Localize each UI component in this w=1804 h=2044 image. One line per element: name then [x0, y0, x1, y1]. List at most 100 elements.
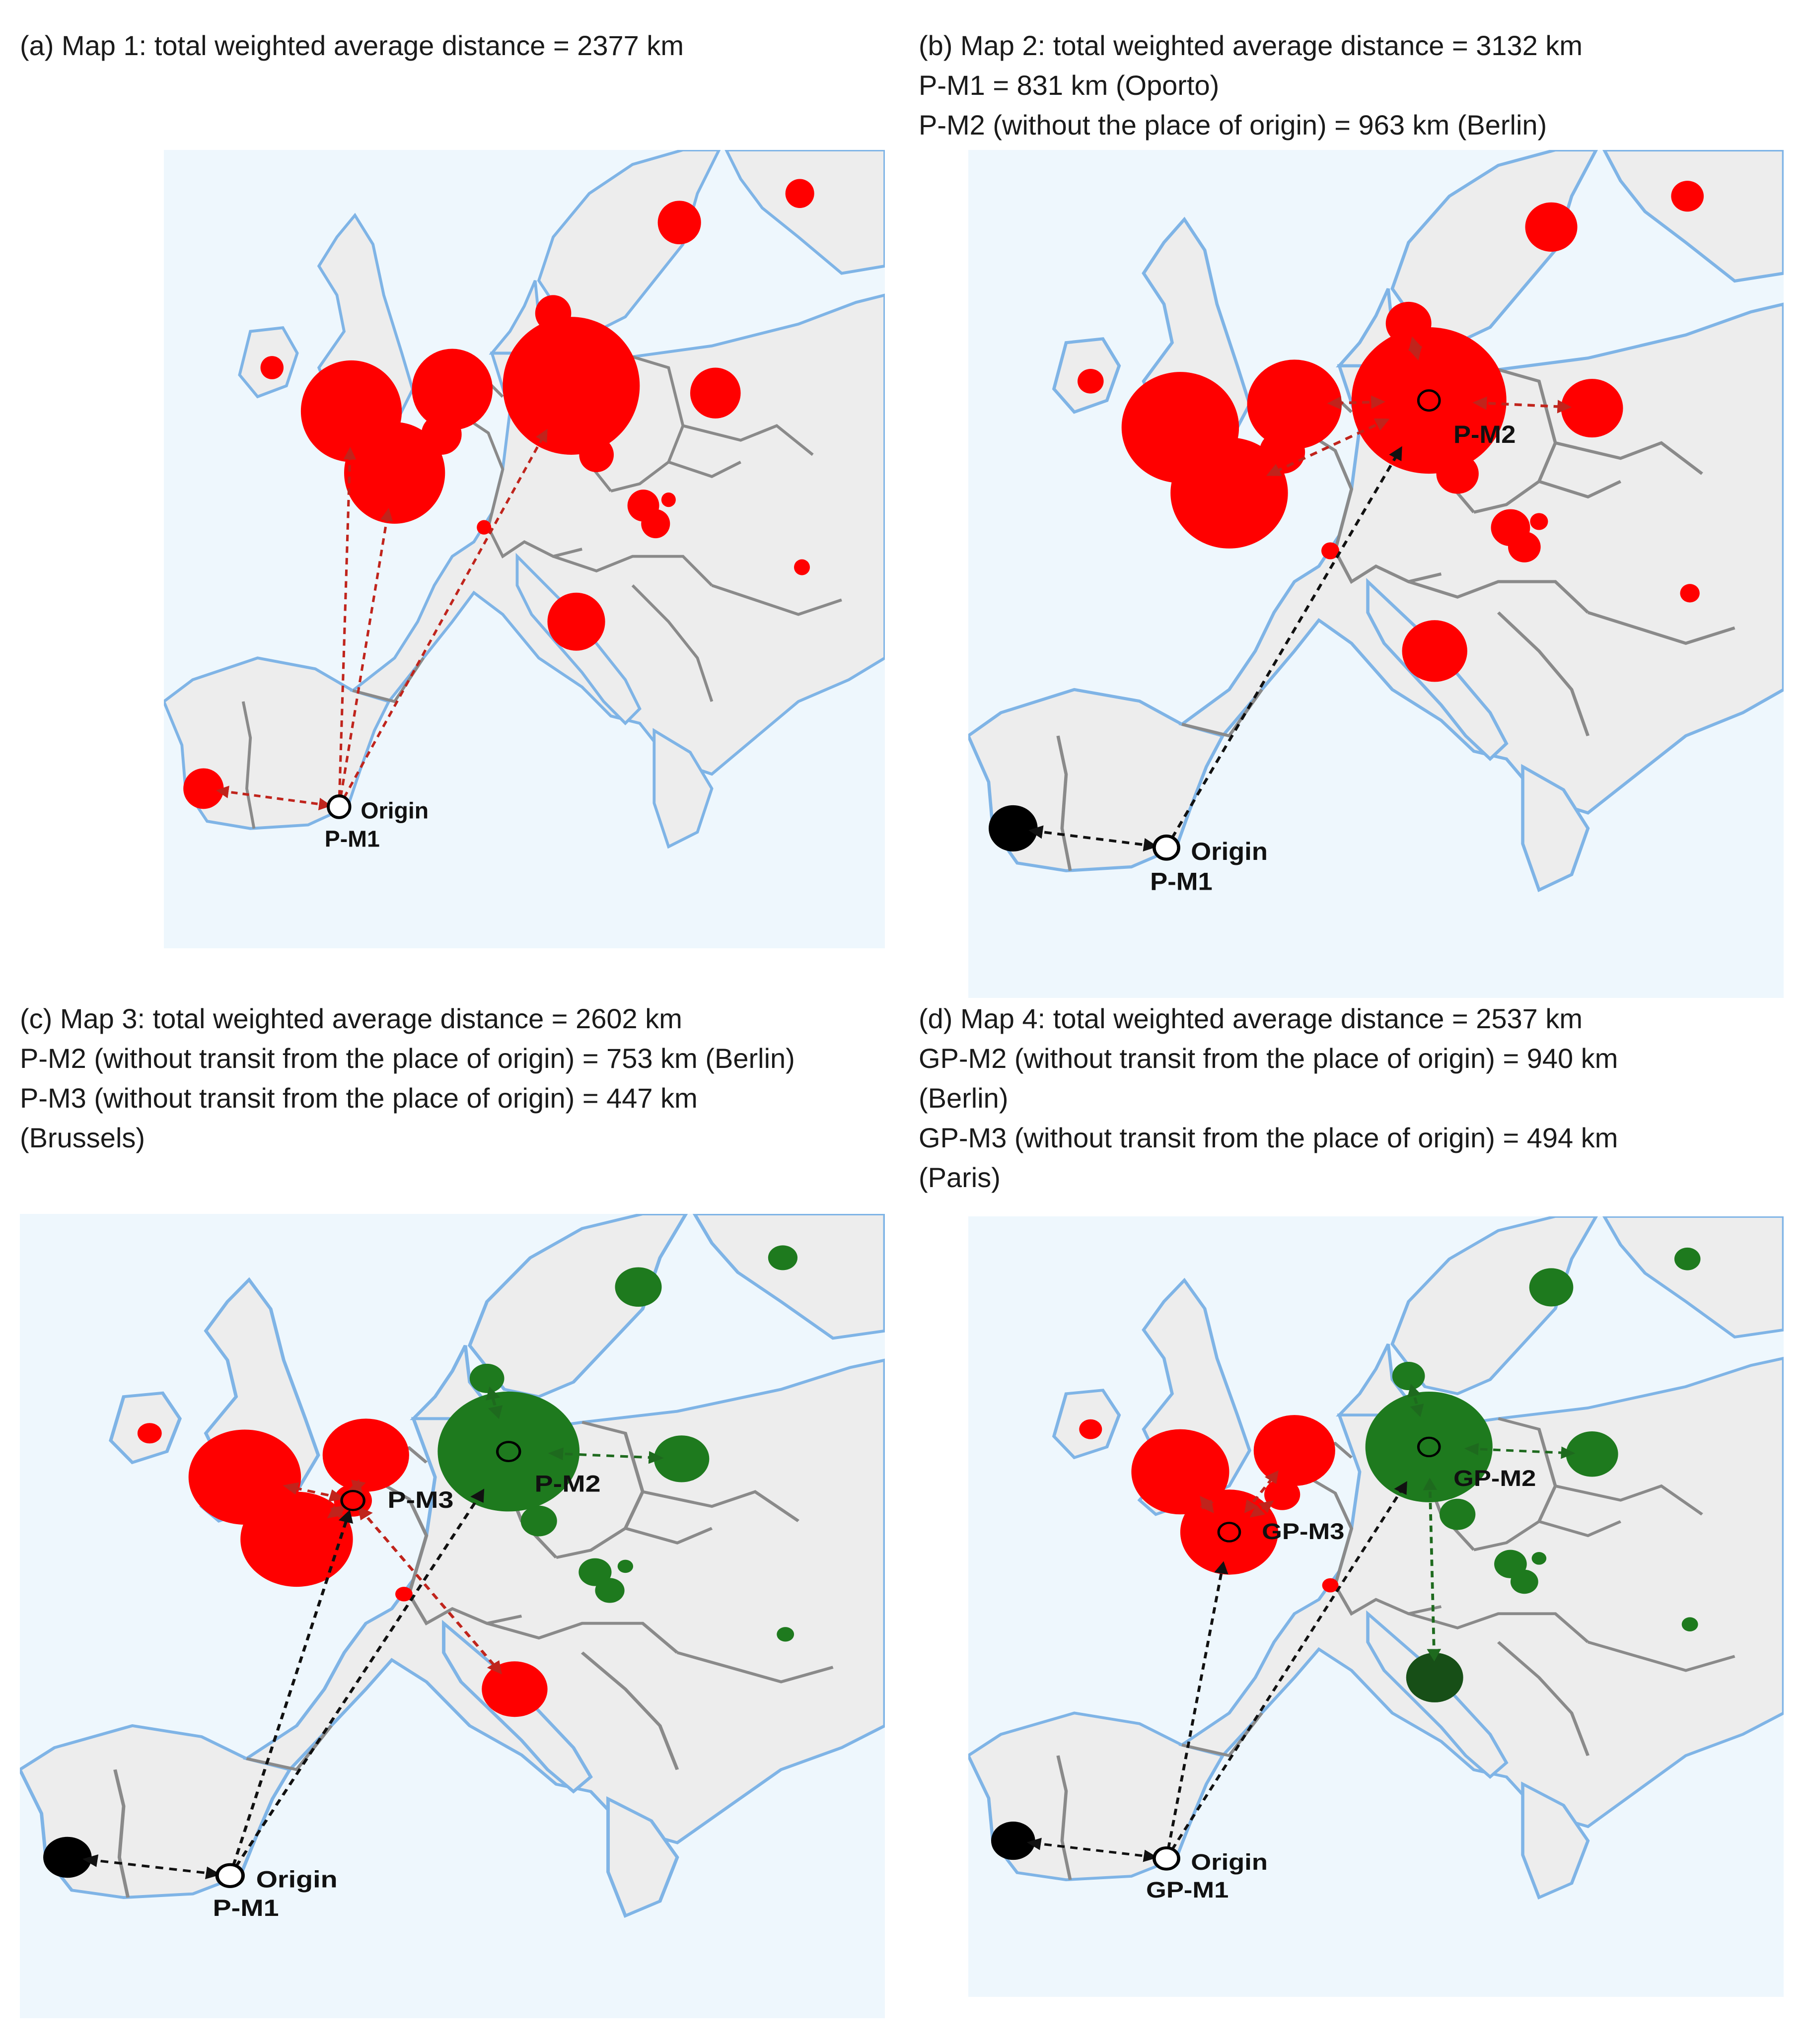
- caption-b: (b) Map 2: total weighted average distan…: [919, 26, 1583, 145]
- method-label: P-M1: [1150, 868, 1213, 895]
- country-border: [466, 417, 505, 528]
- country-border: [553, 555, 713, 587]
- route-arrow: [1244, 1470, 1279, 1513]
- route-arrow: [82, 1854, 221, 1880]
- country-border: [1555, 1484, 1703, 1516]
- land-mass: [692, 1214, 885, 1340]
- route-arrow: [1408, 336, 1423, 361]
- country-border: [676, 1651, 834, 1684]
- city-marker-brussels: [421, 414, 462, 455]
- city-marker-warsaw: [653, 1435, 710, 1482]
- map-panel-b: Origin P-M1 P-M2: [968, 150, 1784, 998]
- city-marker-stockholm: [657, 201, 701, 245]
- country-border: [487, 526, 582, 559]
- route-arrow: [1200, 1495, 1214, 1514]
- city-marker-bratislava: [617, 1559, 634, 1573]
- city-marker-dublin: [260, 356, 284, 379]
- caption-line: P-M2 (without the place of origin) = 963…: [919, 109, 1547, 141]
- city-marker-bratislava: [661, 492, 676, 507]
- country-border: [1497, 1641, 1590, 1757]
- route-arrow: [1249, 1500, 1274, 1518]
- route-arrow: [358, 1506, 502, 1675]
- city-marker-prague: [579, 437, 614, 473]
- city-marker-copenhagen: [1392, 1361, 1425, 1391]
- city-marker-vienna: [578, 1558, 612, 1586]
- origin-marker: [215, 1863, 245, 1888]
- city-marker-geneva: [1321, 542, 1340, 560]
- hub-ring: [496, 1441, 521, 1462]
- land-mass: [1521, 1781, 1590, 1900]
- country-border: [1408, 580, 1589, 614]
- city-marker-berlin: [1365, 1391, 1493, 1502]
- route-arrow: [1266, 418, 1390, 476]
- route-arrow: [1423, 1478, 1442, 1662]
- hub-ring: [1417, 389, 1441, 412]
- route-arrow: [1170, 446, 1402, 839]
- caption-line: (Berlin): [919, 1082, 1009, 1114]
- city-marker-bucharest: [794, 559, 810, 575]
- route-arrow: [548, 1447, 664, 1464]
- city-marker-dublin: [1079, 1419, 1102, 1439]
- map-svg-b: Origin P-M1 P-M2: [968, 150, 1784, 895]
- country-border: [631, 584, 714, 702]
- origin-marker: [1153, 834, 1180, 861]
- city-marker-bucharest: [1680, 584, 1700, 603]
- city-marker-prague: [1440, 1498, 1476, 1530]
- caption-line: (b) Map 2: total weighted average distan…: [919, 30, 1583, 61]
- city-marker-prague: [520, 1505, 557, 1537]
- land-mass: [1602, 1216, 1784, 1339]
- city-marker-bucharest: [777, 1627, 794, 1642]
- method-label: P-M1: [213, 1895, 279, 1921]
- country-border: [711, 584, 842, 616]
- map-panel-c: Origin P-M1 P-M2 P-M3: [20, 1214, 885, 2018]
- city-marker-dublin: [1078, 368, 1104, 394]
- city-marker-rome: [1406, 1652, 1463, 1702]
- country-border: [580, 1651, 679, 1770]
- hub-ring: [1417, 1436, 1441, 1458]
- city-marker-bucharest: [1681, 1617, 1698, 1632]
- city-marker-paris: [344, 422, 445, 524]
- caption-line: (Paris): [919, 1162, 1001, 1193]
- route-arrow: [486, 1386, 503, 1419]
- hub-ring: [1217, 1522, 1241, 1543]
- city-marker-london: [1131, 1429, 1229, 1515]
- city-marker-brussels: [1259, 430, 1305, 474]
- city-marker-helsinki: [768, 1245, 798, 1270]
- hub-ring: [340, 1489, 365, 1511]
- map-panel-a: Origin P-M1: [164, 150, 885, 948]
- caption-line: GP-M3 (without transit from the place of…: [919, 1122, 1618, 1153]
- caption-line: (Brussels): [20, 1122, 145, 1153]
- country-border: [1473, 480, 1622, 514]
- city-marker-stockholm: [1529, 1268, 1574, 1307]
- land-mass: [606, 1796, 679, 1918]
- route-arrow: [1170, 1481, 1407, 1851]
- land-mass: [1390, 1216, 1598, 1396]
- city-marker-berlin: [1351, 327, 1507, 474]
- origin-marker: [327, 794, 352, 819]
- caption-c: (c) Map 3: total weighted average distan…: [20, 999, 795, 1158]
- caption-d: (d) Map 4: total weighted average distan…: [919, 999, 1618, 1198]
- country-border: [1408, 1612, 1589, 1643]
- caption-line: P-M3 (without transit from the place of …: [20, 1082, 698, 1114]
- route-arrow: [231, 1509, 354, 1866]
- city-marker-rome: [547, 592, 605, 651]
- map-svg-a: Origin P-M1: [164, 150, 885, 851]
- city-marker-helsinki: [1674, 1247, 1701, 1270]
- city-marker-paris: [1170, 437, 1288, 549]
- land-mass: [467, 1214, 688, 1399]
- city-marker-geneva: [1322, 1578, 1339, 1593]
- caption-line: (d) Map 4: total weighted average distan…: [919, 1003, 1583, 1034]
- city-marker-bratislava: [1530, 513, 1548, 530]
- route-arrow: [1464, 1443, 1576, 1459]
- city-marker-copenhagen: [469, 1363, 505, 1393]
- method-label: GP-M3: [1262, 1519, 1344, 1544]
- route-arrow: [1472, 396, 1572, 414]
- route-arrow: [348, 1479, 366, 1494]
- country-border: [1555, 441, 1703, 475]
- origin-label: Origin: [361, 797, 429, 823]
- route-arrow: [343, 428, 548, 799]
- country-border: [642, 1490, 799, 1522]
- city-marker-amsterdam: [322, 1418, 409, 1492]
- city-marker-oporto: [991, 1822, 1035, 1860]
